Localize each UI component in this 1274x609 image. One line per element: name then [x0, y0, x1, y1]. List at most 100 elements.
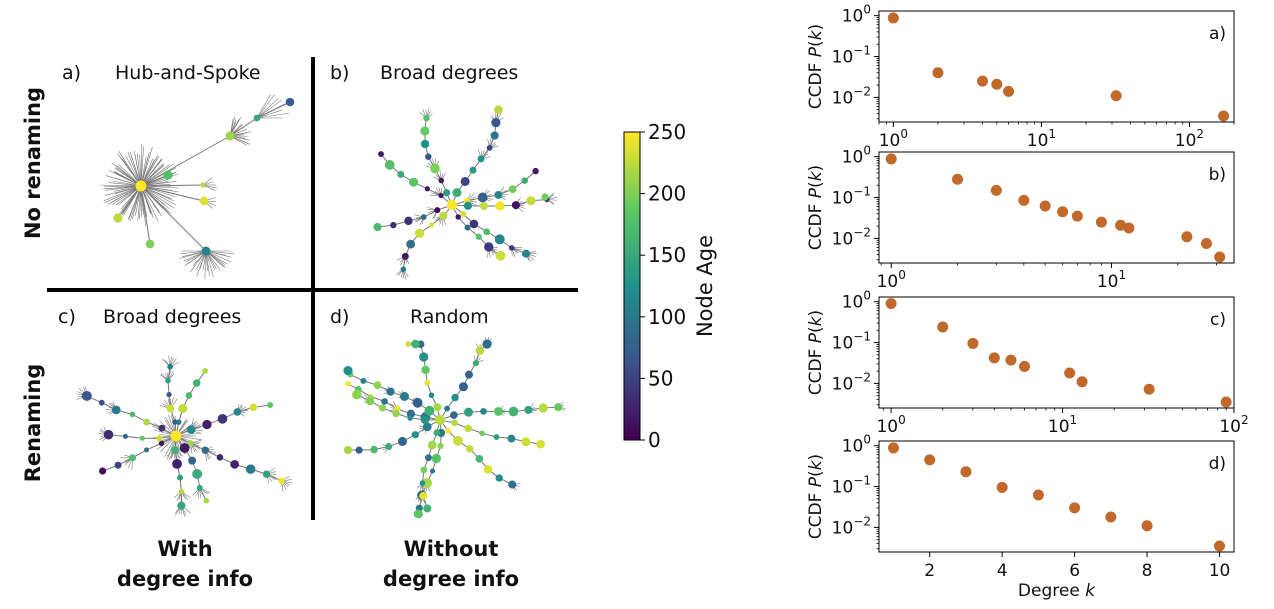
- net-c-node: [166, 391, 172, 398]
- net-d-node: [508, 406, 519, 417]
- net-b-node: [438, 192, 444, 199]
- net-d-node: [414, 509, 423, 519]
- net-d-node: [420, 415, 430, 425]
- ccdf-xtick-label: 101: [1048, 413, 1077, 437]
- net-b-node: [494, 105, 503, 115]
- ccdf-point: [1018, 194, 1030, 206]
- net-c-node: [129, 411, 136, 418]
- ccdf-xtick-label: 101: [1027, 127, 1056, 151]
- row-label-renaming: Renaming: [21, 364, 45, 483]
- ccdf-point: [976, 75, 988, 87]
- net-c-node: [103, 429, 114, 440]
- ccdf-ytick-label: 10−2: [832, 84, 871, 108]
- colorbar-tick-label-3: 150: [648, 243, 686, 267]
- net-c-node: [139, 435, 145, 441]
- column-label-without-line1: Without: [404, 537, 499, 561]
- net-a-edge: [140, 185, 159, 222]
- net-b-node: [434, 207, 441, 214]
- net-d-node: [381, 398, 388, 405]
- net-d-node: [450, 411, 458, 419]
- net-c-node: [179, 443, 190, 453]
- net-c-edge: [125, 435, 143, 439]
- net-b-node: [486, 145, 493, 151]
- net-a-edge: [117, 185, 142, 219]
- net-c-node: [249, 403, 258, 412]
- net-b-node: [384, 160, 395, 170]
- network-d-letter: d): [330, 306, 349, 328]
- net-a-edge: [137, 185, 142, 221]
- net-b-node: [479, 201, 489, 211]
- ccdf-point: [1095, 216, 1107, 228]
- net-a-edge: [204, 250, 207, 279]
- net-c-node: [201, 446, 210, 455]
- net-a-edge: [103, 185, 142, 202]
- net-a-edge: [112, 185, 142, 205]
- net-c-node: [170, 430, 182, 442]
- ccdf-point: [887, 442, 899, 454]
- net-d-node: [405, 341, 412, 347]
- ccdf-point: [988, 352, 1000, 364]
- net-c-node: [178, 404, 188, 414]
- net-a-edge: [117, 153, 142, 187]
- net-d-node: [429, 468, 436, 474]
- net-c-node: [278, 477, 285, 485]
- ccdf-point: [1123, 222, 1135, 234]
- net-b-node: [406, 239, 416, 249]
- column-label-with-line2: degree info: [117, 567, 253, 591]
- net-c-node: [187, 440, 194, 447]
- net-d-node: [507, 434, 516, 443]
- net-a-edge: [256, 101, 291, 119]
- net-a-edge: [129, 152, 142, 187]
- net-a-edge: [140, 185, 205, 202]
- net-b-node: [460, 211, 467, 218]
- ccdf-xtick-label: 102: [1175, 127, 1204, 151]
- net-d-node: [355, 446, 363, 454]
- net-b-node: [424, 186, 430, 192]
- ccdf-ytick-label: 10−1: [832, 474, 871, 498]
- net-d-node: [475, 454, 484, 463]
- net-d-node: [433, 403, 442, 412]
- net-b-node: [521, 249, 531, 258]
- ccdf-xtick-label: 102: [1219, 413, 1248, 437]
- ccdf-ytick-label: 100: [842, 289, 871, 313]
- net-b-node: [425, 153, 432, 160]
- net-d-node: [424, 405, 435, 416]
- net-c-node: [166, 404, 175, 413]
- ccdf-point: [1214, 540, 1226, 552]
- ccdf-xtick-label: 4: [997, 561, 1008, 581]
- ccdf-point: [1064, 367, 1076, 379]
- net-c-node: [114, 461, 122, 469]
- net-c-node: [143, 418, 151, 426]
- net-d-node: [373, 381, 382, 390]
- net-a-node: [113, 213, 123, 223]
- net-c-node: [196, 484, 203, 491]
- ccdf-point: [932, 67, 944, 79]
- colorbar-label: Node Age: [693, 235, 717, 337]
- net-d-node: [427, 440, 437, 450]
- ccdf-point: [885, 298, 897, 310]
- colorbar-tick-label-2: 100: [648, 305, 686, 329]
- net-b-node: [494, 234, 505, 245]
- ccdf-frame: [878, 296, 1235, 409]
- ccdf-ytick-label: 100: [842, 144, 871, 168]
- net-b-node: [490, 131, 499, 140]
- ccdf-point: [1214, 251, 1226, 263]
- net-d-node: [422, 478, 433, 489]
- net-b-node: [401, 252, 409, 260]
- net-d-node: [420, 466, 428, 474]
- ccdf-ylabel: CCDF P(k): [806, 24, 826, 109]
- net-c-node: [217, 413, 228, 424]
- net-b-node: [443, 189, 451, 197]
- net-a-edge: [140, 185, 207, 252]
- net-b-node: [532, 167, 539, 175]
- net-c-node: [192, 379, 201, 387]
- net-d-node: [437, 442, 444, 450]
- net-b-node: [452, 188, 462, 198]
- net-a-edge: [196, 250, 207, 277]
- net-d-node: [424, 379, 431, 386]
- net-d-node: [411, 339, 420, 349]
- net-d-node: [475, 346, 485, 355]
